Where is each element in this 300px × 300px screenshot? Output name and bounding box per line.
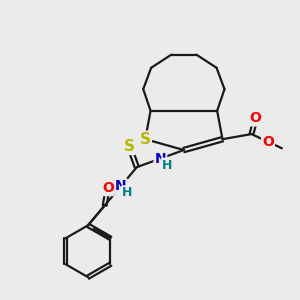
Text: S: S <box>140 132 151 147</box>
Text: S: S <box>124 139 135 154</box>
Text: O: O <box>102 181 114 195</box>
Text: N: N <box>154 152 166 166</box>
Text: N: N <box>115 179 127 193</box>
Text: H: H <box>122 186 132 199</box>
Text: H: H <box>162 159 172 172</box>
Text: O: O <box>250 111 262 125</box>
Text: O: O <box>262 135 274 149</box>
